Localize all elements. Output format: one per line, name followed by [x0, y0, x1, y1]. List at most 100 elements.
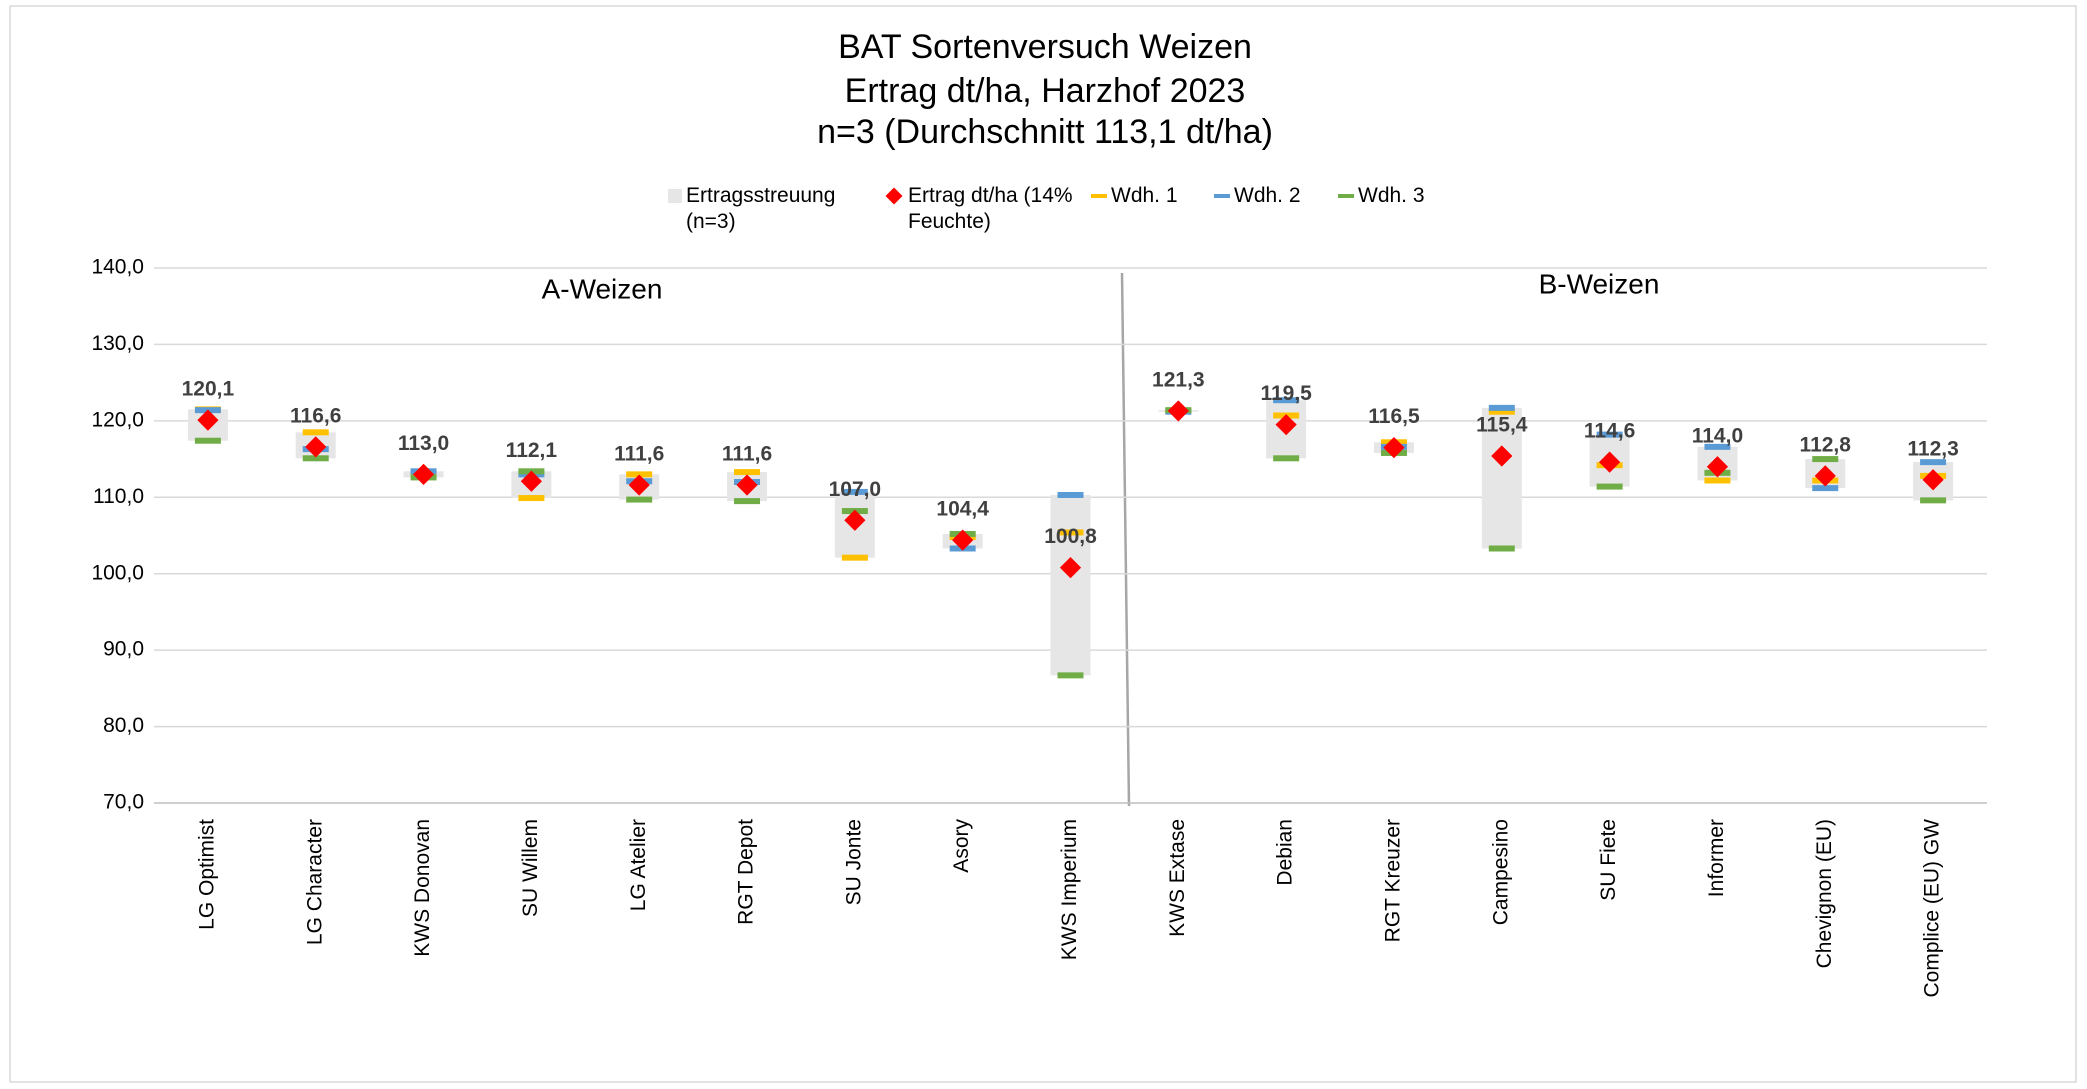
rep-dash	[1488, 408, 1515, 415]
y-tick-label: 80,0	[103, 714, 144, 737]
x-tick-label: Chevignon (EU)	[1813, 819, 1836, 968]
legend-label: Ertrag dt/ha (14% Feuchte)	[908, 184, 1073, 233]
x-tick-label: RGT Depot	[735, 819, 758, 925]
mean-diamond	[628, 474, 650, 496]
data-label: 107,0	[829, 478, 882, 501]
rep-dash	[194, 437, 221, 444]
x-tick-label: Debian	[1274, 819, 1297, 886]
rep-dash	[1057, 672, 1084, 679]
rep-dash	[1812, 456, 1839, 463]
data-label: 121,3	[1152, 368, 1205, 391]
x-tick-label: SU Willem	[519, 819, 542, 917]
x-tick-label: SU Fiete	[1597, 819, 1620, 901]
rep-dash	[1488, 404, 1515, 411]
x-tick-label: LG Atelier	[627, 819, 650, 911]
y-tick-label: 100,0	[91, 561, 144, 584]
x-tick-label: Asory	[950, 819, 973, 873]
rep-dash	[1273, 455, 1300, 462]
x-tick-label: SU Jonte	[842, 819, 865, 905]
rep-dash	[841, 554, 868, 561]
chart-title: Ertrag dt/ha, Harzhof 2023	[845, 72, 1246, 110]
legend-swatch	[885, 187, 903, 205]
rep-dash	[1920, 459, 1947, 466]
x-tick-label: KWS Extase	[1166, 819, 1189, 937]
data-label: 100,8	[1044, 525, 1097, 548]
rep-dash	[734, 498, 761, 505]
data-label: 111,6	[722, 443, 772, 466]
data-label: 112,3	[1907, 437, 1958, 460]
legend-label: Wdh. 2	[1234, 184, 1301, 207]
annotation: B-Weizen	[1539, 268, 1660, 299]
chart-border	[9, 5, 2077, 1083]
x-tick-label: KWS Donovan	[411, 819, 434, 957]
legend-item: Wdh. 2	[1214, 183, 1301, 209]
data-label: 119,5	[1260, 382, 1312, 405]
annotation: A-Weizen	[542, 273, 663, 304]
rep-dash	[1057, 491, 1084, 498]
legend-label: Wdh. 3	[1358, 184, 1425, 207]
rep-dash	[1704, 477, 1731, 484]
mean-diamond	[736, 474, 758, 496]
x-tick-label: Campesino	[1489, 819, 1512, 925]
data-label: 104,4	[936, 498, 989, 521]
mean-diamond	[520, 470, 542, 492]
rep-dash	[1596, 431, 1623, 438]
rep-dash	[1920, 497, 1947, 504]
x-tick-label: LG Character	[303, 819, 326, 945]
rep-dash	[518, 495, 545, 502]
data-label: 112,8	[1800, 433, 1852, 456]
data-label: 112,1	[506, 439, 558, 462]
legend-swatch	[1214, 194, 1230, 198]
legend-label: Wdh. 1	[1111, 184, 1178, 207]
mean-diamond	[844, 509, 866, 531]
legend-swatch	[668, 189, 682, 203]
rep-dash	[302, 429, 329, 436]
rep-dash	[1704, 443, 1731, 450]
data-label: 116,6	[290, 404, 341, 427]
data-label: 111,6	[614, 443, 664, 466]
rep-dash	[1057, 529, 1084, 536]
rep-dash	[1273, 397, 1300, 404]
rep-dash	[841, 488, 868, 495]
rep-dash	[626, 471, 653, 478]
chart-title: n=3 (Durchschnitt 113,1 dt/ha)	[817, 113, 1273, 151]
x-tick-label: RGT Kreuzer	[1382, 819, 1405, 942]
legend-diamond	[885, 187, 903, 205]
rep-dash	[1596, 483, 1623, 490]
y-tick-label: 130,0	[91, 332, 144, 355]
rep-dash	[1812, 485, 1839, 492]
x-tick-label: KWS Imperium	[1058, 819, 1081, 960]
y-tick-label: 70,0	[103, 791, 144, 814]
y-tick-label: 120,0	[91, 408, 144, 431]
rep-dash	[1488, 545, 1515, 552]
x-tick-label: LG Optimist	[195, 819, 218, 930]
y-tick-label: 140,0	[91, 256, 144, 279]
mean-diamond	[1059, 556, 1082, 579]
range-box	[1481, 407, 1522, 549]
legend-swatch	[1091, 194, 1107, 198]
range-box	[1050, 494, 1091, 676]
data-label: 115,4	[1476, 414, 1528, 437]
data-label: 114,6	[1584, 420, 1635, 443]
group-separator	[1120, 272, 1131, 807]
data-label: 114,0	[1692, 424, 1743, 447]
legend-item: Ertragsstreuung (n=3)	[668, 183, 876, 235]
legend-item: Ertrag dt/ha (14% Feuchte)	[884, 183, 1078, 235]
y-tick-label: 90,0	[103, 638, 144, 661]
rep-dash	[302, 455, 329, 462]
x-tick-label: Complice (EU) GW	[1921, 819, 1944, 998]
rep-dash	[734, 469, 761, 476]
x-tick-label: Informer	[1705, 819, 1728, 897]
data-label: 116,5	[1368, 405, 1420, 428]
legend-item: Wdh. 3	[1338, 183, 1425, 209]
legend-item: Wdh. 1	[1091, 183, 1178, 209]
mean-diamond	[952, 529, 974, 551]
data-label: 113,0	[398, 432, 449, 455]
y-tick-label: 110,0	[93, 485, 144, 508]
chart-title: BAT Sortenversuch Weizen	[838, 28, 1252, 66]
rep-dash	[626, 496, 653, 503]
legend-swatch	[1338, 194, 1354, 198]
legend-label: Ertragsstreuung (n=3)	[686, 184, 836, 233]
